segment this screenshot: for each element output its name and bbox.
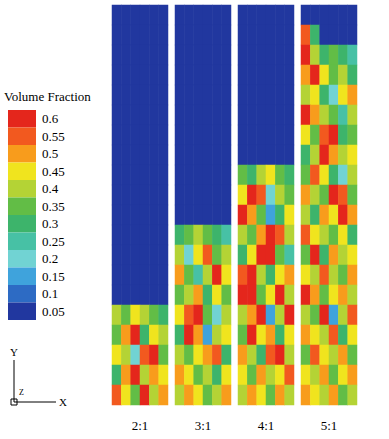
svg-text:Z: Z — [19, 388, 24, 397]
svg-text:0.3: 0.3 — [42, 216, 58, 231]
svg-text:0.45: 0.45 — [42, 164, 65, 179]
svg-text:0.5: 0.5 — [42, 146, 58, 161]
svg-text:Y: Y — [10, 346, 18, 358]
svg-text:0.1: 0.1 — [42, 286, 58, 301]
svg-text:0.6: 0.6 — [42, 111, 59, 126]
svg-text:2:1: 2:1 — [132, 418, 149, 433]
svg-text:0.4: 0.4 — [42, 181, 59, 196]
svg-text:5:1: 5:1 — [321, 418, 338, 433]
svg-text:Volume Fraction: Volume Fraction — [4, 89, 91, 104]
svg-text:0.2: 0.2 — [42, 251, 58, 266]
svg-text:0.35: 0.35 — [42, 199, 65, 214]
svg-text:3:1: 3:1 — [195, 418, 212, 433]
svg-text:4:1: 4:1 — [258, 418, 275, 433]
svg-text:0.25: 0.25 — [42, 234, 65, 249]
svg-text:0.15: 0.15 — [42, 269, 65, 284]
svg-text:X: X — [59, 396, 67, 408]
svg-text:0.55: 0.55 — [42, 129, 65, 144]
svg-text:0.05: 0.05 — [42, 304, 65, 319]
